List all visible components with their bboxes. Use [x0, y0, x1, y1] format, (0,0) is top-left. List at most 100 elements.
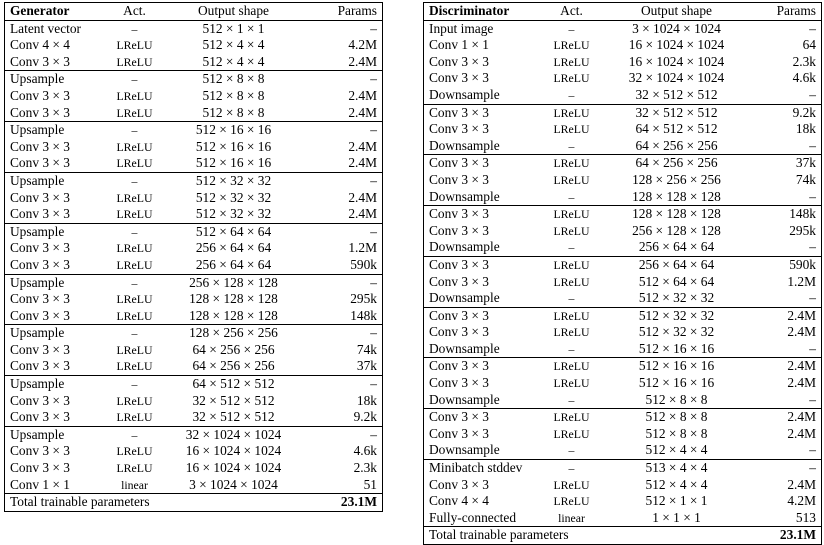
table-row: Conv 3 × 3 LReLU 512 × 16 × 16 2.4M: [4, 155, 383, 173]
output-shape-cell: 256 × 64 × 64: [195, 256, 272, 272]
params-cell: 295k: [751, 222, 822, 240]
layer-cell: Conv 3 × 3: [423, 324, 542, 341]
params-cell: 2.3k: [751, 53, 822, 71]
output-shape-cell: 32 × 1024 × 1024: [163, 425, 304, 444]
output-shape-cell: 32 × 512 × 512: [192, 392, 275, 408]
params-cell: 2.4M: [303, 155, 383, 173]
output-shape-cell: 128 × 128 × 128: [189, 307, 278, 323]
output-shape-cell: 512 × 1 × 1: [645, 493, 708, 509]
params-cell: 590k: [751, 255, 822, 274]
total-value: 23.1M: [751, 526, 822, 545]
params-cell: –: [303, 121, 383, 139]
params-cell: –: [303, 425, 383, 444]
activation-cell: LReLU: [553, 54, 590, 69]
activation-cell: LReLU: [553, 376, 590, 391]
output-shape-cell: 512 × 8 × 8: [601, 408, 752, 426]
params-cell: 4.6k: [303, 443, 383, 461]
table-row: Conv 3 × 3 LReLU 512 × 16 × 16 2.4M: [4, 138, 383, 156]
output-shape-cell: 512 × 8 × 8: [163, 70, 304, 88]
table-row: Upsample –128 × 256 × 256–: [4, 324, 383, 342]
activation-cell: LReLU: [553, 172, 590, 187]
activation-cell: –: [105, 375, 164, 393]
output-shape-cell: 128 × 256 × 256: [632, 171, 721, 187]
layer-cell: Conv 3 × 3: [423, 121, 542, 138]
table-header-row: Discriminator Act. Output shape Params: [423, 2, 822, 21]
layer-cell: Conv 3 × 3: [4, 358, 106, 376]
activation-cell: LReLU: [553, 325, 590, 340]
output-shape-cell: 32 × 1024 × 1024: [628, 70, 725, 86]
activation-cell: LReLU: [116, 207, 153, 222]
params-cell: 18k: [751, 121, 822, 138]
layer-cell: Conv 1 × 1: [4, 476, 106, 494]
total-value: 23.1M: [303, 493, 383, 512]
output-shape-cell: 1 × 1 × 1: [652, 509, 701, 525]
activation-cell: LReLU: [116, 241, 153, 256]
layer-cell: Conv 3 × 3: [4, 240, 106, 257]
layer-cell: Conv 3 × 3: [4, 291, 106, 308]
table-row: Conv 3 × 3 LReLU 256 × 64 × 64 590k: [423, 255, 822, 274]
params-cell: 1.2M: [303, 240, 383, 257]
params-cell: 2.4M: [751, 324, 822, 341]
output-shape-cell: 128 × 128 × 128: [632, 188, 721, 204]
output-shape-cell: 64 × 512 × 512: [635, 121, 718, 137]
table-row: Latent vector –512 × 1 × 1–: [4, 19, 383, 38]
output-shape-cell: 512 × 16 × 16: [195, 138, 272, 154]
activation-cell: –: [105, 171, 164, 190]
activation-cell: LReLU: [116, 461, 153, 476]
output-shape-cell: 512 × 64 × 64: [163, 222, 304, 241]
table-row: Conv 3 × 3 LReLU 32 × 512 × 512 9.2k: [4, 409, 383, 427]
table-row: Upsample –256 × 128 × 128–: [4, 273, 383, 292]
layer-cell: Conv 3 × 3: [4, 443, 106, 461]
output-shape-cell: 512 × 4 × 4: [645, 476, 708, 492]
activation-cell: –: [568, 87, 575, 102]
params-cell: 2.3k: [303, 460, 383, 477]
activation-cell: linear: [121, 477, 148, 492]
output-shape-cell: 512 × 32 × 32: [638, 290, 715, 306]
table-row: Downsample – 32 × 512 × 512 –: [423, 86, 822, 105]
layer-cell: Conv 3 × 3: [423, 476, 542, 494]
table-row: Downsample – 512 × 4 × 4 –: [423, 442, 822, 460]
output-shape-cell: 16 × 1024 × 1024: [185, 460, 282, 476]
table-row: Conv 3 × 3 LReLU 128 × 128 × 128 148k: [423, 205, 822, 223]
activation-cell: LReLU: [553, 71, 590, 86]
params-cell: –: [303, 222, 383, 241]
layer-cell: Downsample: [423, 239, 542, 257]
column-header-layer: Generator: [4, 2, 106, 21]
table-row: Conv 3 × 3 LReLU 256 × 128 × 128 295k: [423, 222, 822, 240]
layer-cell: Conv 3 × 3: [4, 460, 106, 477]
output-shape-cell: 512 × 8 × 8: [202, 104, 265, 120]
activation-cell: –: [568, 291, 575, 306]
params-cell: 74k: [303, 341, 383, 359]
activation-cell: LReLU: [541, 357, 602, 376]
output-shape-cell: 512 × 64 × 64: [638, 273, 715, 289]
layer-cell: Upsample: [4, 171, 106, 190]
params-cell: 18k: [303, 392, 383, 410]
output-shape-cell: 512 × 4 × 4: [645, 442, 708, 458]
column-header-shape: Output shape: [601, 2, 752, 21]
layer-cell: Conv 3 × 3: [423, 154, 542, 172]
activation-cell: LReLU: [116, 156, 153, 171]
output-shape-cell: 3 × 1024 × 1024: [189, 476, 278, 492]
table-row: Conv 3 × 3 LReLU 32 × 512 × 512 18k: [4, 392, 383, 410]
params-cell: 2.4M: [751, 408, 822, 426]
output-shape-cell: 512 × 1 × 1: [163, 19, 304, 38]
params-cell: –: [751, 459, 822, 477]
table-row: Upsample –512 × 64 × 64–: [4, 222, 383, 241]
params-cell: –: [303, 324, 383, 342]
table-row: Conv 3 × 3 LReLU 32 × 512 × 512 9.2k: [423, 103, 822, 122]
params-cell: 37k: [303, 358, 383, 376]
params-cell: 4.2M: [303, 37, 383, 54]
layer-cell: Downsample: [423, 391, 542, 409]
layer-cell: Downsample: [423, 290, 542, 308]
table-row: Conv 3 × 3 LReLU 64 × 256 × 256 37k: [4, 358, 383, 376]
table-row: Conv 3 × 3 LReLU 128 × 256 × 256 74k: [423, 171, 822, 189]
table-row: Upsample –32 × 1024 × 1024–: [4, 425, 383, 444]
layer-cell: Conv 3 × 3: [4, 256, 106, 274]
params-cell: 2.4M: [303, 87, 383, 105]
params-cell: 2.4M: [751, 375, 822, 392]
layer-cell: Conv 3 × 3: [423, 273, 542, 291]
table-row: Downsample – 256 × 64 × 64 –: [423, 239, 822, 257]
table-row: Conv 3 × 3 LReLU 64 × 256 × 256 74k: [4, 341, 383, 359]
output-shape-cell: 16 × 1024 × 1024: [185, 443, 282, 459]
output-shape-cell: 512 × 8 × 8: [645, 425, 708, 441]
